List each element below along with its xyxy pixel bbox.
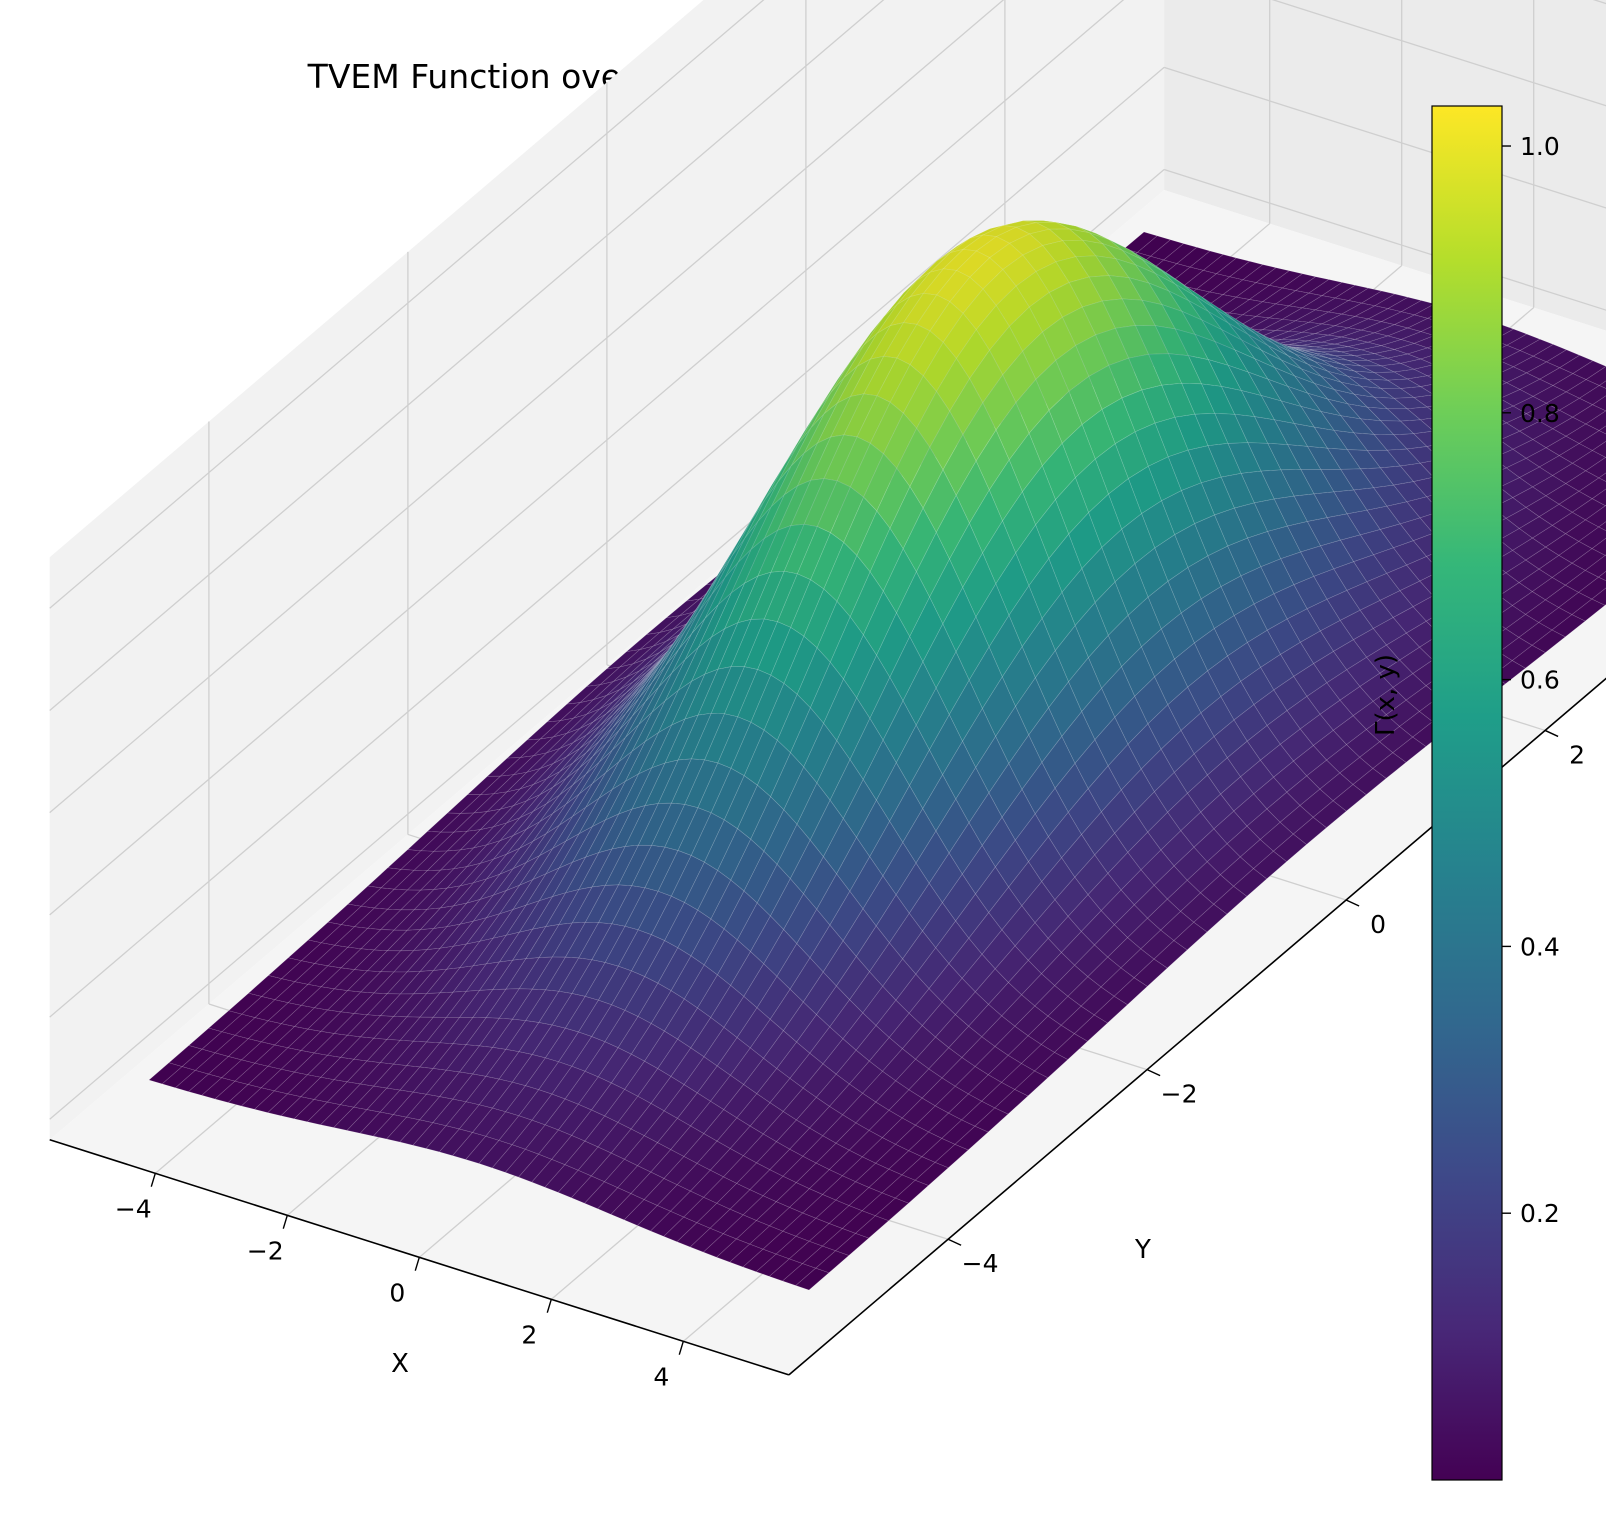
surface-patch <box>1133 958 1168 987</box>
back-gridline-z <box>49 66 1165 1018</box>
back-gridline-z <box>49 0 885 711</box>
surface-patch <box>1597 570 1606 582</box>
colorbar-tick-label: 0.2 <box>1520 1199 1560 1228</box>
x-tick-label: −2 <box>247 1236 284 1265</box>
back-gridline-z <box>49 0 1005 814</box>
x-tick-label: 2 <box>521 1320 537 1349</box>
surface-patch <box>1585 366 1606 386</box>
x-tick-mark <box>678 1341 684 1355</box>
surface-patch <box>1233 868 1268 897</box>
surface-patch <box>954 1125 989 1151</box>
colorbar-tick-label: 0.4 <box>1520 932 1560 961</box>
surface-patch <box>934 1143 969 1169</box>
surface-patch <box>1332 784 1367 812</box>
side-gridline-z <box>1163 66 1606 209</box>
surface-patch <box>1591 488 1606 507</box>
y-tick-mark <box>947 1238 962 1246</box>
surface-mesh <box>148 220 1606 1291</box>
surface-patch <box>1033 1051 1069 1079</box>
surface-patch <box>1053 1033 1089 1061</box>
x-tick-mark <box>282 1215 288 1229</box>
surface-patch <box>1577 576 1606 600</box>
colorbar: 0.2 0.4 0.6 0.8 1.0 <box>1431 105 1560 1481</box>
surface-patch <box>1598 521 1606 532</box>
surface-patch <box>1571 598 1606 622</box>
z-axis-label: Γ(x, y) <box>1371 654 1401 736</box>
y-tick-label: 2 <box>1569 740 1585 769</box>
y-tick-mark <box>1544 729 1559 738</box>
y-tick-label: −2 <box>1161 1080 1198 1109</box>
x-tick-mark <box>546 1299 552 1313</box>
colorbar-gradient <box>1431 105 1503 1481</box>
surface-patch <box>874 1197 910 1222</box>
colorbar-tick-label: 1.0 <box>1520 132 1560 161</box>
x-tick-mark <box>414 1257 420 1271</box>
side-gridline-z <box>1163 168 1606 311</box>
x-tick-label: 4 <box>653 1362 669 1391</box>
surface-patch <box>974 1107 1009 1133</box>
surface-patch <box>1578 430 1606 451</box>
surface-patch <box>1598 380 1606 389</box>
x-tick-label: −4 <box>115 1194 152 1223</box>
y-tick-mark <box>1146 1069 1161 1077</box>
x-axis-label: X <box>391 1349 409 1379</box>
side-gridline-z <box>1271 0 1606 107</box>
colorbar-tick-label: 0.8 <box>1520 399 1560 428</box>
back-gridline-z <box>49 0 1125 916</box>
y-tick-label: −4 <box>962 1249 999 1278</box>
back-gridline-z <box>49 0 765 609</box>
surface-patch <box>1598 472 1606 482</box>
x-tick-mark <box>150 1173 156 1187</box>
y-tick-mark <box>1345 899 1360 907</box>
surface-patch <box>1598 425 1606 435</box>
x-tick-label: 0 <box>389 1278 405 1307</box>
y-tick-label: 0 <box>1370 910 1386 939</box>
y-axis-label: Y <box>1134 1235 1151 1265</box>
surface-patch <box>1531 629 1566 654</box>
surface-patch <box>795 1267 830 1291</box>
colorbar-tick-label: 0.6 <box>1520 666 1560 695</box>
